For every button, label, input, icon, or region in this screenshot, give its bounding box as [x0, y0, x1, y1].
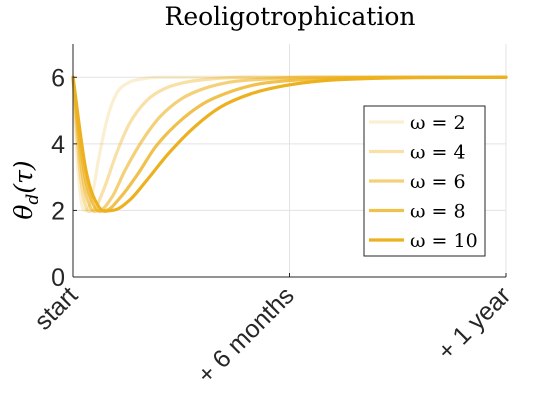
y-tick-label: 2	[51, 197, 65, 225]
y-tick-label: 0	[51, 264, 65, 292]
legend-label-3: ω = 6	[410, 171, 466, 193]
legend-label-5: ω = 10	[410, 230, 478, 252]
plot-area	[71, 75, 508, 214]
x-ticks: start + 6 months + 1 year	[29, 273, 516, 389]
chart-title: Reoligotrophication	[165, 2, 416, 31]
series-line-1	[71, 75, 508, 213]
x-tick-label: + 1 year	[432, 281, 516, 365]
x-tick-label: start	[29, 281, 83, 335]
legend-label-1: ω = 2	[410, 112, 466, 134]
series-line-3	[71, 75, 508, 213]
series-line-2	[71, 75, 508, 214]
x-tick-label: + 6 months	[192, 281, 300, 389]
y-tick-label: 6	[51, 64, 65, 92]
legend-label-4: ω = 8	[410, 201, 466, 223]
y-axis-label: θd(τ)	[9, 160, 43, 219]
legend-label-2: ω = 4	[410, 142, 466, 164]
legend: ω = 2 ω = 4 ω = 6 ω = 8 ω = 10	[363, 105, 486, 257]
series-line-4	[71, 75, 508, 213]
series-line-5	[71, 75, 508, 213]
y-tick-label: 4	[51, 131, 65, 159]
y-ticks: 0 2 4 6	[51, 64, 77, 292]
